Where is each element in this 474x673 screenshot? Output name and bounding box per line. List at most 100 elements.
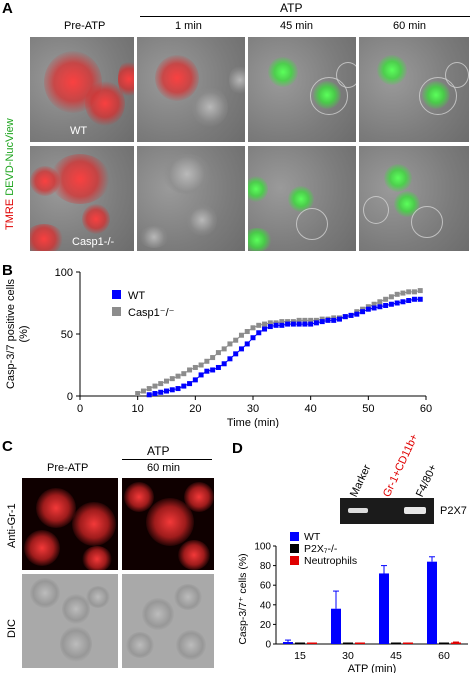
panel-c-row-anti-gr1: Anti-Gr-1 [6,503,18,548]
series-point [169,376,175,382]
series-point [308,321,314,327]
y-axis-title-line1: Casp-3/7 positive cells [5,278,17,389]
series-point [146,386,152,392]
series-point [192,377,198,383]
series-point [198,372,204,378]
series-point [164,378,169,384]
series-point [302,321,308,327]
legend-label: WT [304,531,321,543]
series-point [238,346,244,352]
bar [391,642,401,644]
col-label-45min: 45 min [280,20,314,32]
series-point [204,358,210,364]
panel-a-side-label: TMRE DEVD-NucView [4,118,16,230]
series-point [221,361,227,367]
y-tick-label: 100 [55,267,73,279]
bar [403,642,413,644]
series-point [238,332,244,338]
bar [355,642,365,644]
series-point [400,290,406,296]
col-label-1min: 1 min [175,20,202,32]
legend-marker [290,556,299,565]
micrograph-casp1-1min [137,146,245,251]
gel-band-f480 [404,507,426,514]
y-axis-title: Casp-3/7⁺ cells (%) [237,553,249,644]
y-tick-label: 80 [260,561,272,572]
atp-bracket-line [140,16,470,17]
series-point [210,367,216,373]
panel-c-letter: C [2,438,13,455]
y-tick-label: 100 [254,542,271,553]
bar [427,561,437,644]
panel-c-atp-bracket [122,459,212,460]
series-point [267,324,273,330]
series-point [394,291,400,297]
legend-label: WT [128,290,145,302]
series-point [377,304,383,310]
series-point [331,317,337,323]
series-point [175,373,181,379]
image-anti-gr1-pre-atp [22,478,118,570]
series-point [348,312,354,318]
micrograph-casp1-60min [359,146,469,251]
panel-b-letter: B [2,262,13,279]
series-point [175,386,181,392]
x-tick-label: 50 [362,403,374,415]
series-point [256,330,262,336]
x-tick-label: 30 [247,403,259,415]
series-point [192,364,198,370]
gel-image [340,498,434,524]
series-point [406,298,412,304]
micrograph-wt-pre-atp: WT [30,37,134,142]
bar [307,642,317,644]
image-anti-gr1-60min [122,478,214,570]
series-point [383,302,389,308]
series-point [198,362,204,368]
series-point [388,301,394,307]
series-point [227,356,233,362]
legend-label: P2X₇-/- [304,543,338,555]
y-tick-label: 60 [260,581,272,592]
series-point [354,311,360,317]
series-point [152,383,158,389]
series-point [227,341,233,347]
series-point [377,299,383,305]
legend-marker [112,307,121,316]
series-point [262,321,268,327]
series-point [215,364,221,370]
bar [295,642,305,644]
series-point [290,321,296,327]
row-label-wt: WT [70,125,88,137]
series-point [164,388,169,394]
x-tick-label: 60 [420,403,432,415]
x-axis-title: Time (min) [227,417,279,428]
series-point [319,319,325,325]
series-point [169,387,175,393]
series-point [221,346,227,352]
series-point [158,381,164,387]
y-tick-label: 0 [67,391,73,403]
bar [343,642,353,644]
series-point [210,355,216,361]
x-tick-label: 40 [305,403,317,415]
series-point [244,341,250,347]
series-point [279,319,285,325]
series-point [244,329,250,335]
x-tick-label: 60 [438,650,450,662]
micrograph-casp1-45min [248,146,356,251]
panel-c-atp-header: ATP [147,444,170,458]
x-tick-label: 20 [189,403,201,415]
series-point [400,299,406,305]
image-dic-pre-atp [22,574,118,668]
series-point [140,388,146,394]
y-axis-title-line2: (%) [18,325,30,342]
series-point [308,317,314,323]
series-point [187,367,193,373]
panel-c-col-pre-atp: Pre-ATP [47,462,89,474]
series-point [337,316,342,322]
y-tick-label: 40 [260,600,272,611]
series-point [417,296,423,302]
gel-band-marker [348,508,368,513]
series-point [296,317,302,323]
series-point [233,337,239,343]
